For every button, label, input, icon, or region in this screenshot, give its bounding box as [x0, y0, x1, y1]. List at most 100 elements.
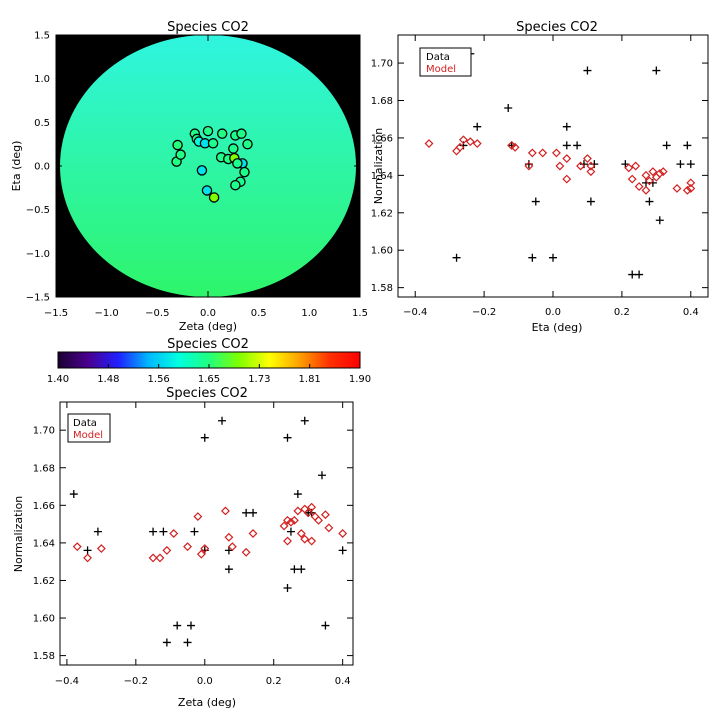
eta-model-point: [586, 161, 596, 171]
eta-model-point: [634, 182, 644, 192]
colorbar-tick-label: 1.90: [349, 374, 371, 385]
map-x-tick-label: 0.0: [200, 308, 216, 319]
eta-data-point: [528, 253, 537, 262]
eta-x-tick-label: 0.4: [683, 307, 699, 318]
zeta-model-point: [303, 508, 313, 518]
eta-model-point: [582, 154, 592, 163]
eta-model-point: [686, 178, 696, 188]
colorbar: Species CO2 1.40 1.48 1.56 1.65 1.73 1.81 1.90: [47, 337, 371, 385]
zeta-model-point: [162, 545, 172, 555]
zeta-data-point: [297, 565, 306, 574]
map-point: [230, 179, 241, 191]
eta-y-tick-label: 1.64: [371, 171, 393, 182]
eta-model-point: [658, 167, 668, 177]
zeta-model-point: [193, 512, 203, 522]
zeta-data-point: [300, 416, 309, 425]
eta-data-point: [549, 253, 557, 262]
zeta-model-point: [320, 510, 330, 520]
map-point: [239, 166, 250, 178]
eta-model-point: [551, 148, 561, 158]
zeta-data-point: [173, 621, 182, 630]
eta-data-point: [645, 197, 654, 206]
zeta-data-point: [190, 527, 199, 536]
map-y-tick-label: 0.0: [34, 162, 50, 173]
zeta-model-point: [283, 536, 292, 546]
map-y-tick-label: −1.0: [26, 249, 50, 260]
colorbar-tick-label: 1.40: [47, 374, 69, 385]
map-point: [207, 138, 219, 149]
zeta-model-point: [324, 523, 334, 533]
zeta-data-point: [242, 508, 251, 517]
zeta-x-tick-label: −0.2: [124, 676, 148, 687]
zeta-data-point: [149, 527, 158, 536]
eta-data-point: [504, 103, 513, 112]
zeta-data-point: [283, 583, 292, 592]
map-y-tick-label: 0.5: [34, 118, 50, 129]
zeta-model-point: [221, 506, 230, 516]
eta-frame: [397, 34, 709, 298]
map-point: [202, 125, 214, 137]
zeta-model-point: [72, 542, 82, 552]
zeta-title: Species CO2: [166, 386, 248, 401]
zeta-legend: Data Model: [67, 413, 111, 443]
zeta-data-point: [218, 416, 227, 425]
map-point: [201, 185, 213, 196]
map-point: [216, 128, 228, 139]
zeta-data-point: [159, 527, 168, 536]
eta-data-point: [524, 160, 533, 169]
zeta-data-point: [186, 621, 195, 630]
eta-model-point: [555, 161, 565, 171]
eta-model-point: [527, 148, 537, 158]
eta-model-point: [631, 161, 641, 171]
zeta-legend-data: Data: [73, 418, 97, 429]
map-title: Species CO2: [167, 20, 249, 35]
zeta-points: [69, 416, 348, 647]
eta-model-point: [682, 185, 692, 195]
eta-model-point: [472, 139, 482, 148]
map-y-tick-label: −1.5: [26, 293, 50, 304]
map-y-ticks: −1.5 −1.0 −0.5 0.0 0.5 1.0 1.5: [26, 31, 360, 304]
eta-model-point: [672, 184, 682, 193]
map-point: [208, 192, 220, 203]
eta-model-point: [648, 167, 658, 177]
eta-data-point: [531, 197, 540, 206]
colorbar-ticks: 1.40 1.48 1.56 1.65 1.73 1.81 1.90: [47, 364, 371, 385]
colorbar-tick-label: 1.73: [248, 374, 270, 385]
eta-data-point: [635, 270, 644, 279]
map-x-tick-label: −1.5: [44, 308, 68, 319]
eta-model-point: [655, 169, 665, 178]
map-panel: Species CO2 −1.5 −1.0 −0.5 0.0 0.5 1.0 1.5 −1.…: [10, 20, 368, 333]
map-point: [232, 158, 243, 169]
eta-model-point: [641, 185, 651, 195]
eta-model-point: [424, 139, 434, 148]
eta-x-tick-label: −0.2: [472, 307, 496, 318]
eta-legend-data: Data: [426, 52, 450, 63]
zeta-model-point: [241, 547, 251, 557]
zeta-y-tick-label: 1.62: [33, 576, 55, 587]
eta-data-point: [686, 160, 695, 169]
zeta-x-label: Zeta (deg): [178, 696, 236, 709]
zeta-data-point: [317, 471, 326, 480]
map-points: [171, 125, 253, 203]
eta-data-point: [628, 270, 637, 279]
zeta-data-point: [249, 508, 258, 517]
eta-model-point: [524, 161, 534, 171]
map-point: [228, 143, 239, 154]
zeta-model-point: [155, 553, 165, 563]
eta-data-point: [676, 160, 685, 169]
zeta-data-point: [283, 433, 292, 442]
eta-data-point: [562, 141, 571, 150]
colorbar-tick-label: 1.56: [148, 374, 170, 385]
zeta-model-point: [307, 536, 317, 546]
zeta-x-ticks: −0.4 −0.2 0.0 0.2 0.4: [55, 402, 351, 687]
eta-data-point: [583, 66, 592, 75]
eta-data-point: [683, 141, 692, 150]
map-x-tick-label: 1.0: [301, 308, 317, 319]
eta-data-point: [573, 141, 582, 150]
zeta-model-point: [279, 521, 289, 531]
zeta-model-point: [289, 515, 299, 525]
eta-data-point: [662, 141, 671, 150]
eta-x-tick-label: 0.0: [545, 307, 561, 318]
zeta-model-point: [96, 544, 106, 553]
map-x-tick-label: 0.5: [251, 308, 267, 319]
